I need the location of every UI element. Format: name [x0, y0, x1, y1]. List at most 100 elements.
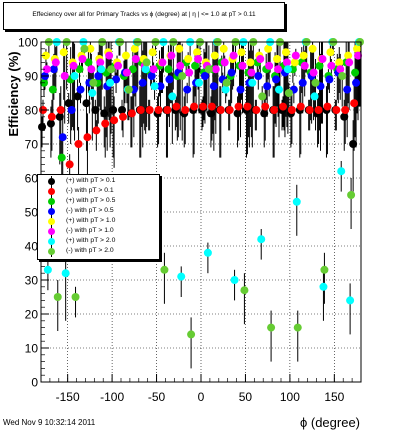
data-point [314, 106, 323, 114]
data-point [149, 65, 158, 74]
data-point [332, 106, 341, 114]
data-point [127, 109, 136, 118]
data-point [265, 61, 274, 70]
data-point [325, 75, 334, 84]
data-point [51, 58, 60, 67]
data-point [92, 126, 101, 135]
data-point [247, 68, 256, 77]
data-point [315, 61, 324, 70]
data-point [107, 65, 116, 74]
data-point [350, 99, 359, 108]
y-tick-label: 50 [25, 206, 39, 220]
data-point [257, 235, 266, 244]
data-point [131, 55, 140, 63]
data-point [237, 48, 246, 57]
legend-entry: (+) with pT > 0.5 [38, 196, 159, 207]
data-point [319, 282, 328, 291]
data-point [310, 92, 319, 101]
data-point [76, 85, 85, 94]
data-point [83, 133, 92, 142]
data-point [121, 51, 130, 60]
data-point [327, 61, 336, 70]
data-point [48, 85, 57, 94]
x-tick-label: -150 [56, 390, 80, 404]
data-point [86, 44, 95, 53]
legend-entry: (+) with pT > 1.0 [38, 216, 159, 227]
data-point [248, 78, 257, 87]
data-point [194, 55, 203, 63]
data-point [230, 276, 239, 284]
data-point [145, 106, 154, 114]
data-point [176, 61, 185, 70]
data-point [43, 265, 52, 274]
data-point [136, 106, 145, 114]
data-point [340, 112, 349, 121]
chart-title-box: Effeciency over all for Primary Tracks v… [3, 2, 285, 30]
data-point [64, 99, 73, 108]
chart-title: Effeciency over all for Primary Tracks v… [32, 11, 256, 18]
x-tick-label: 150 [324, 390, 344, 404]
data-point [183, 85, 192, 94]
data-point [311, 78, 320, 87]
data-point [195, 78, 203, 87]
data-point [279, 102, 287, 111]
data-point [164, 65, 173, 74]
legend-label: (+) with pT > 1.0 [66, 217, 116, 224]
data-point [270, 106, 279, 114]
data-point [254, 72, 263, 80]
y-axis-label: Efficiency (%) [6, 51, 21, 136]
data-point [337, 167, 346, 176]
data-point [41, 51, 50, 60]
data-point [160, 265, 169, 274]
data-point [96, 58, 105, 67]
data-point [292, 197, 301, 206]
legend: (+) with pT > 0.1 (-) with pT > 0.1 (+) wi… [37, 174, 160, 260]
data-point [130, 44, 139, 53]
data-point [148, 48, 157, 57]
data-point [59, 48, 68, 57]
data-point [281, 48, 290, 57]
data-point [88, 89, 97, 97]
data-point [55, 112, 64, 121]
data-point [343, 85, 352, 94]
data-point [291, 51, 300, 60]
data-points [38, 38, 364, 339]
data-point [206, 109, 215, 118]
data-point [74, 140, 83, 148]
data-point [184, 55, 193, 63]
data-point [47, 112, 56, 121]
data-point [346, 296, 355, 305]
data-point [167, 51, 176, 60]
data-point [84, 58, 93, 67]
data-point [150, 82, 159, 91]
data-point [256, 55, 265, 63]
legend-marker [48, 238, 55, 245]
data-point [287, 106, 296, 114]
data-point [336, 65, 345, 74]
data-point [56, 106, 65, 114]
data-point [58, 133, 67, 142]
data-point [225, 106, 234, 114]
data-point [46, 119, 55, 128]
data-point [187, 330, 196, 339]
data-point [351, 68, 360, 77]
data-point [323, 102, 332, 111]
data-point [70, 72, 79, 80]
data-point [67, 106, 76, 114]
data-point [38, 123, 47, 131]
data-point [246, 58, 255, 67]
legend-entry: (-) with pT > 2.0 [38, 246, 159, 257]
data-point [91, 106, 100, 114]
y-tick-label: 100 [18, 36, 38, 50]
y-tick-label: 70 [25, 138, 39, 152]
legend-label: (-) with pT > 1.0 [66, 227, 114, 234]
data-point [110, 116, 119, 125]
data-point [122, 68, 131, 77]
x-axis-label: ϕ (degree) [300, 415, 360, 430]
legend-marker [48, 228, 55, 235]
x-tick-label: 100 [280, 390, 300, 404]
data-point [158, 58, 167, 67]
data-point [320, 265, 329, 274]
data-point [100, 109, 109, 118]
legend-label: (+) with pT > 0.5 [66, 197, 116, 204]
